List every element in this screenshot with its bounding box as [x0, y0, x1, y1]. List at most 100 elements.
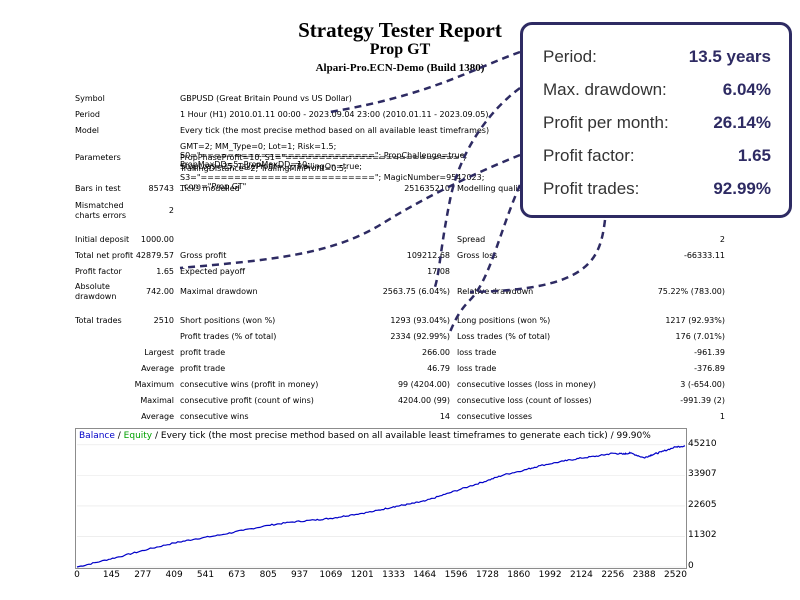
report-subtitle: Prop GT [369, 41, 431, 58]
quality-label: Modelling quality [457, 184, 526, 193]
avg-cons-wins-value: 14 [439, 412, 450, 421]
x-tick-label: 1069 [319, 570, 343, 580]
rel-dd-value: 75.22% (783.00) [657, 287, 725, 296]
max-dd-label: Maximal drawdown [180, 287, 258, 296]
total-trades-label: Total trades [75, 316, 122, 325]
max-cons-losses-value: 3 (-654.00) [680, 380, 725, 389]
ticks-value: 251635210 [404, 184, 450, 193]
balance-line [76, 445, 686, 568]
spread-value: 2 [719, 235, 725, 244]
symbol-value: GBPUSD (Great Britain Pound vs US Dollar… [180, 94, 352, 103]
average-loss-label: loss trade [457, 364, 497, 373]
connector-drawdown [433, 86, 521, 288]
x-tick-label: 673 [228, 570, 246, 580]
net-profit-label: Total net profit [75, 251, 134, 260]
x-tick-label: 1860 [507, 570, 531, 580]
summary-drawdown-value: 6.04% [722, 80, 771, 99]
ticks-label: Ticks modelled [180, 184, 240, 193]
x-tick-label: 1333 [382, 570, 406, 580]
gross-profit-label: Gross profit [180, 251, 227, 260]
short-positions-label: Short positions (won %) [180, 316, 276, 325]
x-tick-label: 1596 [444, 570, 468, 580]
legend-equity: Equity [123, 431, 153, 441]
summary-profit-month-value: 26.14% [713, 113, 771, 132]
profit-trades-value: 2334 (92.99%) [390, 332, 450, 341]
x-tick-label: 409 [165, 570, 183, 580]
gross-loss-value: -66333.11 [683, 251, 725, 260]
summary-drawdown-label: Max. drawdown: [543, 80, 667, 99]
x-tick-label: 937 [290, 570, 309, 580]
maximal-loss-value: -991.39 (2) [680, 396, 725, 405]
largest-loss-value: -961.39 [694, 348, 725, 357]
max-cons-wins-value: 99 (4204.00) [397, 380, 450, 389]
connector-profit-factor [179, 153, 521, 270]
period-value: 1 Hour (H1) 2010.01.11 00:00 - 2023.09.0… [180, 110, 489, 119]
mismatch-label-2: charts errors [75, 211, 127, 220]
summary-profit-trades-label: Profit trades: [543, 179, 640, 198]
abs-dd-value: 742.00 [146, 287, 174, 296]
initial-deposit-label: Initial deposit [75, 235, 130, 244]
total-trades-value: 2510 [153, 316, 174, 325]
avg-cons-losses-value: 1 [719, 412, 725, 421]
mismatch-label-1: Mismatched [75, 201, 124, 210]
x-tick-label: 2124 [569, 570, 593, 580]
abs-dd-label-1: Absolute [75, 282, 110, 291]
largest-profit-label: profit trade [180, 348, 226, 357]
summary-row-drawdown: Max. drawdown: 6.04% [543, 80, 771, 108]
x-tick-label: 145 [102, 570, 121, 580]
avg-cons-label: Average [141, 412, 174, 421]
y-tick-label: 11302 [688, 530, 717, 541]
abs-dd-label-2: drawdown [75, 292, 117, 301]
legend-separator: / [114, 431, 124, 441]
long-positions-label: Long positions (won %) [457, 316, 551, 325]
summary-row-profit-trades: Profit trades: 92.99% [543, 179, 771, 207]
connector-profit-trades [448, 184, 522, 333]
x-tick-label: 1464 [413, 570, 437, 580]
connector-rel-dd [469, 219, 607, 294]
legend-balance: Balance [79, 431, 115, 441]
summary-row-period: Period: 13.5 years [543, 47, 771, 75]
short-positions-value: 1293 (93.04%) [390, 316, 450, 325]
report-title: Strategy Tester Report [298, 18, 502, 42]
loss-trades-value: 176 (7.01%) [675, 332, 725, 341]
x-tick-label: 2256 [601, 570, 625, 580]
y-tick-label: 45210 [688, 438, 717, 449]
spread-label: Spread [457, 235, 486, 244]
bars-label: Bars in test [75, 184, 121, 193]
max-dd-value: 2563.75 (6.04%) [382, 287, 450, 296]
model-label: Model [75, 126, 100, 135]
maximal-profit-label: consecutive profit (count of wins) [180, 396, 314, 405]
initial-deposit-value: 1000.00 [140, 235, 174, 244]
mismatch-value: 2 [168, 206, 174, 215]
period-label: Period [75, 110, 100, 119]
largest-loss-label: loss trade [457, 348, 497, 357]
parameters-label: Parameters [75, 153, 121, 162]
legend-description: / Every tick (the most precise method ba… [152, 431, 651, 441]
model-value: Every tick (the most precise method base… [180, 126, 490, 135]
parameters-line-2: PropPhaseProfit=10; S1="================… [180, 153, 466, 171]
max-cons-wins-label: consecutive wins (profit in money) [180, 380, 319, 389]
y-tick-label: 33907 [688, 469, 717, 480]
bars-value: 85743 [148, 184, 174, 193]
average-profit-label: profit trade [180, 364, 226, 373]
summary-card: Period: 13.5 years Max. drawdown: 6.04% … [520, 22, 792, 218]
gross-profit-value: 109212.68 [406, 251, 450, 260]
x-tick-label: 541 [196, 570, 215, 580]
max-cons-losses-label: consecutive losses (loss in money) [457, 380, 597, 389]
summary-profit-factor-label: Profit factor: [543, 146, 635, 165]
y-tick-label: 22605 [688, 499, 717, 510]
symbol-label: Symbol [75, 94, 105, 103]
avg-cons-wins-label: consecutive wins [180, 412, 249, 421]
expected-payoff-label: Expected payoff [180, 267, 245, 276]
summary-period-value: 13.5 years [688, 47, 771, 66]
x-tick-label: 805 [259, 570, 277, 580]
balance-chart [75, 428, 687, 569]
x-tick-label: 277 [134, 570, 152, 580]
x-tick-label: 1728 [475, 570, 499, 580]
x-tick-label: 1201 [350, 570, 374, 580]
x-tick-label: 0 [74, 570, 80, 580]
report-server: Alpari-Pro.ECN-Demo (Build 1380) [315, 62, 485, 74]
summary-period-label: Period: [543, 47, 597, 66]
x-tick-label: 2388 [632, 570, 656, 580]
